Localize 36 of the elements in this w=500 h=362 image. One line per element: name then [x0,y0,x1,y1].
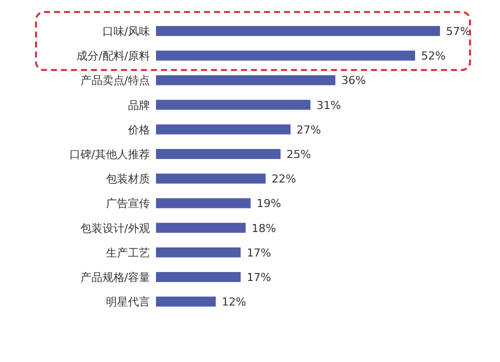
bar [156,296,216,307]
data-label: 12% [222,296,246,309]
y-tick-label: 口碑/其他人推荐 [69,148,150,161]
bar [156,174,266,184]
data-label: 17% [246,271,272,284]
y-tick-label: 包装设计/外观 [80,222,150,235]
bar [156,75,336,86]
data-label: 22% [272,172,296,186]
y-tick-label: 产品卖点/特点 [80,74,150,88]
data-label: 52% [421,50,446,63]
bar [156,222,246,233]
data-label: 36% [341,74,366,88]
data-label: 57% [446,25,470,38]
y-tick-label: 产品规格/容量 [80,271,150,284]
data-label: 17% [246,246,272,260]
bar [156,247,241,258]
y-tick-label: 价格 [127,123,150,136]
data-label: 19% [256,197,282,210]
y-tick-label: 生产工艺 [106,246,150,260]
y-tick-label: 成分/配料/原料 [76,50,150,63]
data-label: 31% [316,98,341,112]
y-tick-label: 包装材质 [106,172,150,186]
bar [156,272,241,282]
bar [156,149,281,159]
y-tick-label: 品牌 [128,98,150,112]
bar [156,50,416,61]
bar [156,26,440,36]
data-label: 25% [286,148,312,161]
bar [156,100,310,110]
y-tick-label: 广告宣传 [106,197,150,210]
bar [156,124,291,134]
y-tick-label: 口味/风味 [102,25,150,38]
bar [156,198,251,208]
data-label: 18% [252,222,276,235]
data-label: 27% [296,123,321,136]
y-tick-label: 明星代言 [106,296,150,309]
